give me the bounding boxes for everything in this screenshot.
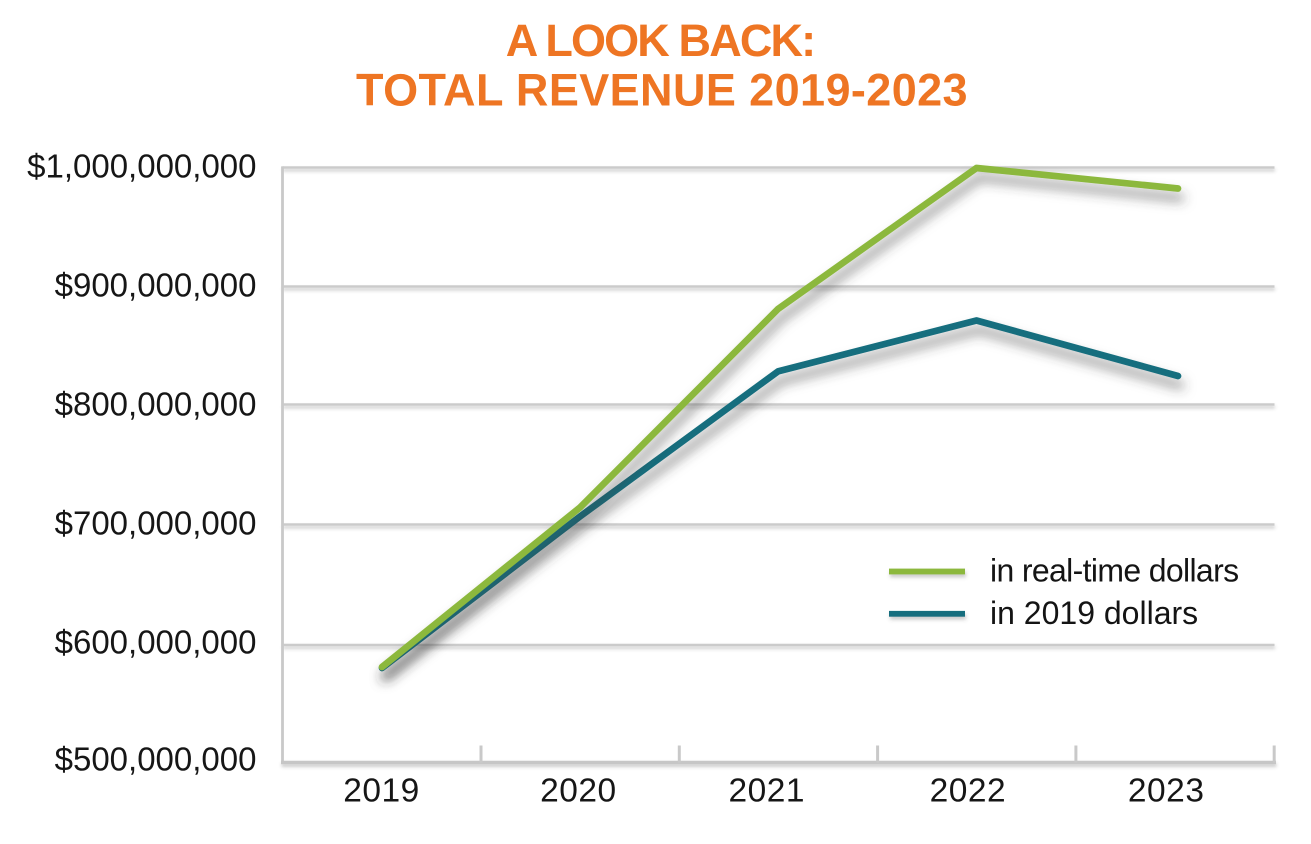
svg-text:$600,000,000: $600,000,000 (55, 624, 257, 661)
svg-text:2021: 2021 (729, 773, 806, 810)
svg-text:in real-time dollars: in real-time dollars (990, 553, 1238, 589)
svg-text:$500,000,000: $500,000,000 (55, 741, 257, 778)
svg-text:$700,000,000: $700,000,000 (55, 505, 257, 542)
svg-text:$800,000,000: $800,000,000 (55, 386, 257, 423)
svg-text:TOTAL REVENUE 2019-2023: TOTAL REVENUE 2019-2023 (356, 64, 968, 115)
svg-text:in 2019 dollars: in 2019 dollars (990, 595, 1198, 631)
svg-text:A LOOK BACK:: A LOOK BACK: (506, 15, 815, 66)
svg-text:$900,000,000: $900,000,000 (55, 267, 257, 304)
svg-text:$1,000,000,000: $1,000,000,000 (27, 148, 256, 185)
svg-text:2020: 2020 (540, 773, 617, 810)
svg-text:2023: 2023 (1128, 773, 1205, 810)
svg-text:2022: 2022 (930, 773, 1007, 810)
svg-text:2019: 2019 (343, 773, 420, 810)
